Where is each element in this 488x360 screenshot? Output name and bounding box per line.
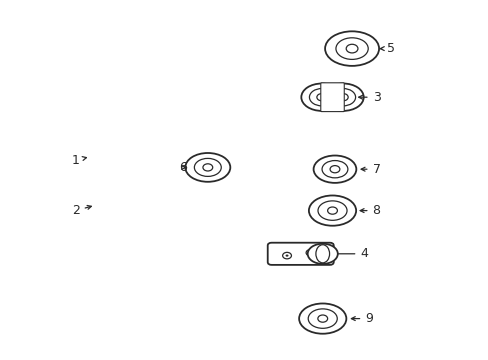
Circle shape [282, 252, 291, 259]
Circle shape [308, 252, 311, 254]
Circle shape [305, 249, 314, 256]
Text: 2: 2 [72, 204, 91, 217]
Text: 1: 1 [72, 154, 86, 167]
Circle shape [285, 255, 288, 257]
Text: 8: 8 [360, 204, 380, 217]
Text: 3: 3 [358, 91, 380, 104]
FancyBboxPatch shape [267, 243, 333, 265]
Text: 9: 9 [351, 312, 372, 325]
Text: 7: 7 [361, 163, 380, 176]
FancyBboxPatch shape [320, 83, 344, 112]
Text: 6: 6 [179, 161, 187, 174]
Ellipse shape [307, 244, 337, 264]
Text: 5: 5 [380, 42, 394, 55]
Text: 4: 4 [329, 247, 367, 260]
